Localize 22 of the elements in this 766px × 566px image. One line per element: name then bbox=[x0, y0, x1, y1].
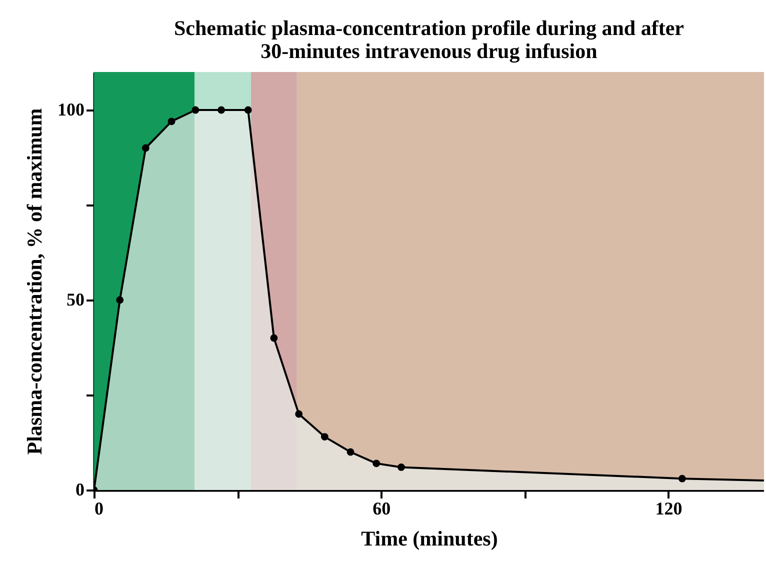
point bbox=[168, 118, 176, 126]
point bbox=[678, 474, 686, 482]
x-tick-label: 0 bbox=[94, 498, 104, 518]
point bbox=[398, 464, 405, 471]
x-tick-label: 120 bbox=[655, 498, 682, 518]
x-axis-title: Time (minutes) bbox=[361, 526, 498, 550]
chart-title: Schematic plasma-concentration profile during and after 30-minutes intravenous drug infusion bbox=[174, 16, 684, 63]
y-tick-label: 0 bbox=[76, 480, 84, 500]
point bbox=[346, 448, 354, 456]
point bbox=[116, 296, 124, 304]
point bbox=[270, 334, 278, 342]
point bbox=[244, 106, 252, 114]
x-tick-label: 60 bbox=[372, 498, 391, 518]
y-tick-label: 50 bbox=[66, 290, 84, 310]
point bbox=[320, 433, 328, 440]
point bbox=[218, 106, 226, 114]
point bbox=[372, 460, 380, 468]
y-tick-label: 100 bbox=[58, 100, 84, 120]
point bbox=[142, 144, 150, 152]
point bbox=[192, 106, 200, 114]
y-axis-title: Plasma-concentration, % of maximum bbox=[22, 108, 46, 455]
point bbox=[295, 410, 303, 418]
